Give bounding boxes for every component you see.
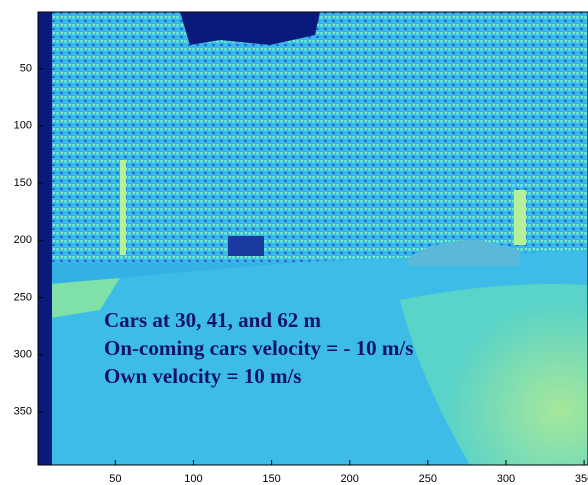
annotation: On-coming cars velocity = - 10 m/s (104, 336, 413, 360)
x-tick-label: 50 (109, 473, 121, 485)
y-tick-label: 50 (20, 63, 32, 75)
x-tick-label: 300 (497, 473, 515, 485)
annotation: Own velocity = 10 m/s (104, 364, 301, 388)
y-tick-label: 200 (14, 234, 32, 246)
annotation: Cars at 30, 41, and 62 m (104, 308, 322, 332)
trunk (514, 190, 526, 245)
pole (120, 160, 126, 255)
y-tick-label: 150 (14, 177, 32, 189)
x-tick-label: 100 (184, 473, 202, 485)
y-tick-label: 100 (14, 120, 32, 132)
left-strip (38, 12, 52, 465)
x-tick-label: 350 (575, 473, 588, 485)
y-tick-label: 350 (14, 406, 32, 418)
y-tick-label: 300 (14, 349, 32, 361)
car (228, 236, 264, 256)
x-tick-label: 200 (341, 473, 359, 485)
chart: 50 100 150 200 250 300 350 50 100 150 200 250 300 350… (0, 0, 588, 485)
y-tick-label: 250 (14, 291, 32, 303)
image (38, 12, 588, 465)
x-tick-label: 250 (419, 473, 437, 485)
x-tick-label: 150 (262, 473, 280, 485)
